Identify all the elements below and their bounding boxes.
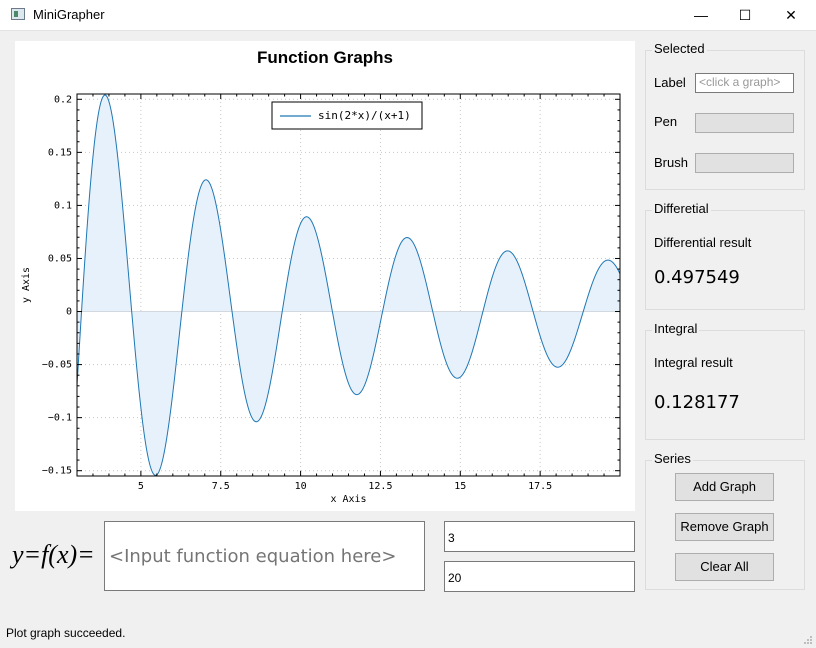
differential-group: Differetial Differential result 0.497549 xyxy=(645,201,805,310)
axis-ticks: 5 7.5 10 12.5 15 17.5 −0.15 −0.1 −0.05 0 0.05 0.1 0.… xyxy=(42,94,621,492)
y-tick-label: −0.1 xyxy=(48,413,72,424)
window-title: MiniGrapher xyxy=(33,7,105,22)
clear-all-button[interactable]: Clear All xyxy=(675,553,774,581)
legend-entry: sin(2*x)/(x+1) xyxy=(318,109,411,122)
status-bar-text: Plot graph succeeded. xyxy=(6,626,126,640)
integral-group-title: Integral xyxy=(652,321,700,336)
differential-caption: Differential result xyxy=(654,235,752,250)
chart-title: Function Graphs xyxy=(257,48,393,67)
integral-value: 0.128177 xyxy=(654,392,740,413)
series-group: Series Add Graph Remove Graph Clear All xyxy=(645,451,805,590)
integral-caption: Integral result xyxy=(654,355,733,370)
x-tick-label: 10 xyxy=(295,481,307,492)
y-tick-label: 0.1 xyxy=(54,200,72,211)
x-tick-label: 15 xyxy=(454,481,466,492)
add-graph-button[interactable]: Add Graph xyxy=(675,473,774,501)
y-tick-label: 0.05 xyxy=(48,253,72,264)
y-tick-label: 0.2 xyxy=(54,94,72,105)
label-input[interactable]: <click a graph> xyxy=(695,73,794,93)
resize-grip-icon[interactable] xyxy=(803,635,813,645)
brush-color-button[interactable] xyxy=(695,153,794,173)
x-tick-label: 17.5 xyxy=(528,481,552,492)
area-fill xyxy=(77,95,620,476)
integral-group: Integral Integral result 0.128177 xyxy=(645,321,805,440)
differential-value: 0.497549 xyxy=(654,267,740,288)
minimize-button[interactable]: — xyxy=(694,7,708,23)
remove-graph-button[interactable]: Remove Graph xyxy=(675,513,774,541)
differential-group-title: Differetial xyxy=(652,201,711,216)
x-tick-label: 12.5 xyxy=(368,481,392,492)
series-group-title: Series xyxy=(652,451,693,466)
plot-panel[interactable]: Function Graphs 5 7.5 10 12.5 15 17.5 −0.15 −0.… xyxy=(15,41,635,511)
y-tick-label: 0 xyxy=(66,307,72,318)
y-tick-label: −0.05 xyxy=(42,360,72,371)
pen-text: Pen xyxy=(654,114,678,129)
x-axis-label: x Axis xyxy=(330,494,366,505)
x-tick-label: 5 xyxy=(138,481,144,492)
label-text: Label xyxy=(654,75,686,90)
series-line[interactable] xyxy=(76,94,621,476)
range-start-input[interactable]: 3 xyxy=(444,521,635,552)
y-tick-label: 0.15 xyxy=(48,147,72,158)
y-axis-label: y Axis xyxy=(21,267,32,303)
x-tick-label: 7.5 xyxy=(212,481,230,492)
y-tick-label: −0.15 xyxy=(42,466,72,477)
function-chart[interactable]: Function Graphs 5 7.5 10 12.5 15 17.5 −0.15 −0.… xyxy=(15,41,635,511)
range-end-input[interactable]: 20 xyxy=(444,561,635,592)
close-button[interactable]: ✕ xyxy=(785,7,797,23)
title-bar: MiniGrapher — ☐ ✕ xyxy=(0,0,816,31)
chart-legend[interactable]: sin(2*x)/(x+1) xyxy=(271,101,423,130)
selected-group: Selected Label <click a graph> Pen Brush xyxy=(645,41,805,190)
pen-color-button[interactable] xyxy=(695,113,794,133)
maximize-button[interactable]: ☐ xyxy=(738,7,752,23)
selected-group-title: Selected xyxy=(652,41,707,56)
fx-label: y=f(x)= xyxy=(12,540,95,569)
function-input[interactable] xyxy=(104,521,425,591)
app-icon xyxy=(11,8,25,20)
brush-text: Brush xyxy=(654,155,688,170)
